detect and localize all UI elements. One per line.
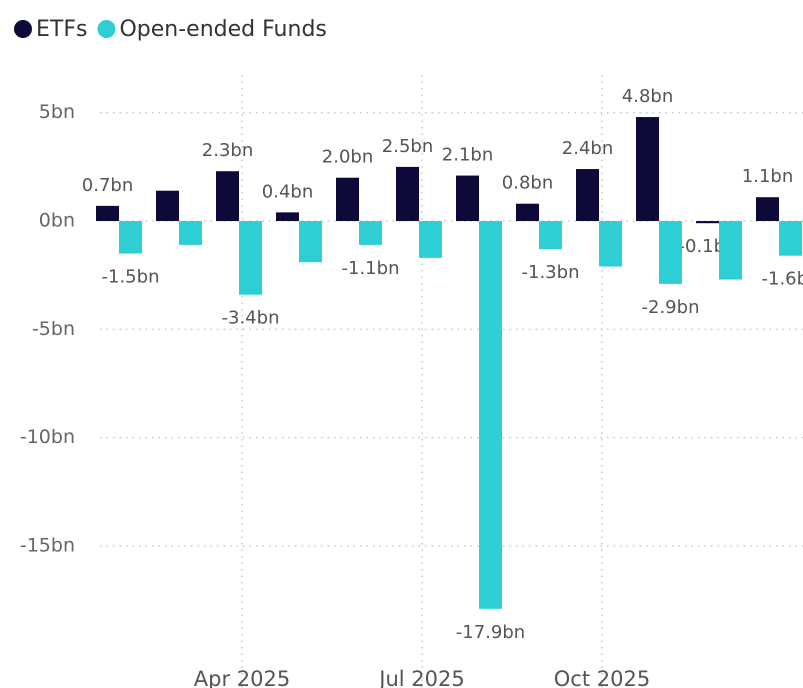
data-label: 0.8bn [502, 173, 553, 194]
bar [516, 203, 539, 222]
bar [636, 117, 659, 222]
bar [479, 221, 502, 609]
bar [756, 197, 779, 222]
data-label: 0.4bn [262, 181, 313, 202]
data-label: 2.0bn [322, 147, 373, 168]
data-label: -1.3bn [522, 262, 580, 283]
data-label: 2.5bn [382, 136, 433, 157]
bar [779, 221, 802, 256]
bar [96, 205, 119, 222]
data-label: 4.8bn [622, 86, 673, 107]
bar [299, 221, 322, 263]
y-tick-label: 5bn [39, 101, 75, 123]
bar [539, 221, 562, 250]
data-label: -1.6bn [762, 269, 803, 290]
bar [156, 190, 179, 222]
data-label: 2.4bn [562, 138, 613, 159]
data-label: 0.7bn [82, 175, 133, 196]
bar [576, 169, 599, 222]
x-tick-label: Apr 2025 [194, 667, 290, 688]
x-tick-label: Jul 2025 [377, 667, 464, 688]
data-label: 1.1bn [742, 166, 793, 187]
bar [336, 177, 359, 222]
data-label: 2.3bn [202, 140, 253, 161]
bar [419, 221, 442, 258]
bar [119, 221, 142, 254]
data-label: -3.4bn [222, 308, 280, 329]
y-tick-label: -5bn [32, 318, 75, 340]
data-label: -1.1bn [342, 258, 400, 279]
bar [359, 221, 382, 245]
x-tick-label: Oct 2025 [554, 667, 650, 688]
data-label: -17.9bn [456, 622, 525, 643]
bar [396, 166, 419, 222]
bar [659, 221, 682, 284]
legend-label: ETFs [36, 17, 87, 42]
data-label: 2.1bn [442, 145, 493, 166]
y-tick-label: -10bn [20, 426, 75, 448]
data-label: -2.9bn [642, 297, 700, 318]
y-tick-label: 0bn [39, 210, 75, 232]
bar [216, 171, 239, 222]
legend-swatch [14, 20, 32, 38]
y-tick-label: -15bn [20, 534, 75, 556]
bar [276, 212, 299, 222]
bar [599, 221, 622, 267]
data-label: -1.5bn [102, 267, 160, 288]
bar [239, 221, 262, 295]
bar [696, 221, 719, 224]
legend-swatch [97, 20, 116, 38]
bar [179, 221, 202, 245]
legend-label: Open-ended Funds [119, 17, 326, 42]
bar [719, 221, 742, 280]
bar [456, 175, 479, 222]
